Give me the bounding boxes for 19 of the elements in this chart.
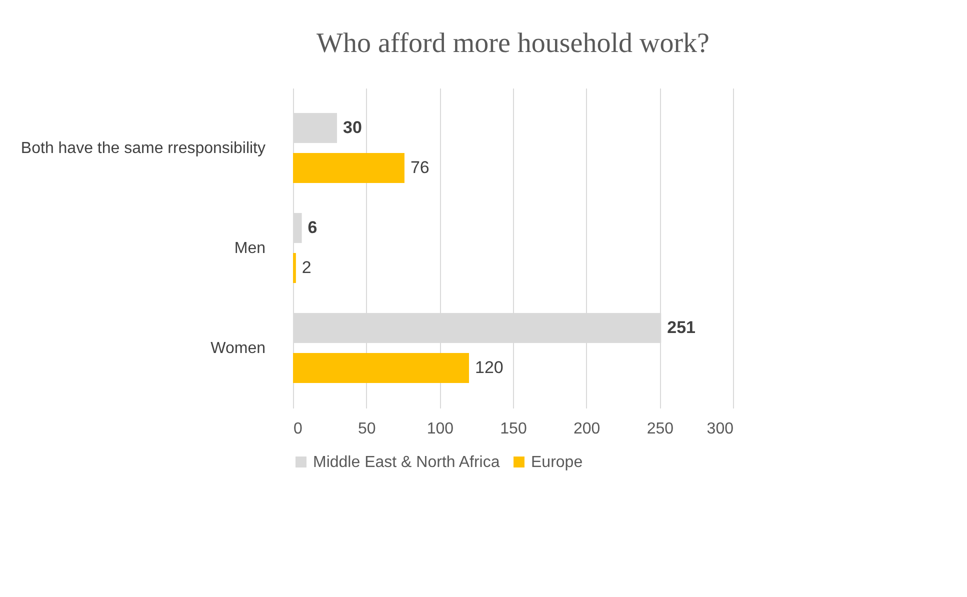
legend-label: Europe bbox=[531, 454, 583, 471]
y-tick-label: Both have the same rresponsibility bbox=[20, 140, 266, 157]
x-tick-label: 50 bbox=[358, 420, 376, 438]
data-label: 251 bbox=[667, 318, 696, 337]
x-tick-label: 100 bbox=[426, 420, 454, 438]
x-tick-label: 300 bbox=[706, 420, 734, 438]
y-tick-label: Women bbox=[210, 340, 266, 357]
data-label: 6 bbox=[308, 218, 318, 237]
data-label: 76 bbox=[410, 158, 430, 177]
data-label: 30 bbox=[343, 118, 362, 137]
x-tick-label: 150 bbox=[500, 420, 527, 438]
x-tick-label: 250 bbox=[646, 420, 674, 438]
y-tick-label: Men bbox=[234, 240, 266, 257]
x-tick-label: 200 bbox=[573, 420, 600, 438]
data-label: 2 bbox=[302, 258, 312, 277]
legend-label: Middle East & North Africa bbox=[313, 454, 500, 471]
x-tick-label: 0 bbox=[294, 420, 302, 438]
chart-title: Who afford more household work? bbox=[316, 28, 710, 59]
data-label: 120 bbox=[475, 358, 504, 377]
